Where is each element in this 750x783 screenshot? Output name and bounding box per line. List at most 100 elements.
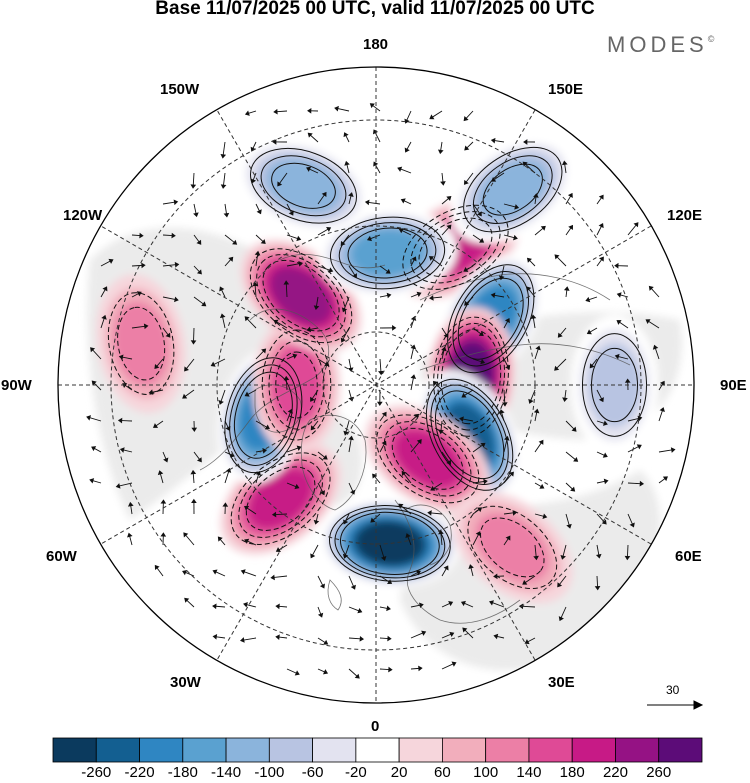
- wind-vector: [492, 602, 505, 608]
- wind-vector-head: [659, 407, 665, 413]
- contour-line: [347, 227, 428, 279]
- wind-vector-head: [629, 522, 635, 528]
- wind-vector: [255, 420, 267, 428]
- wind-vector: [220, 389, 226, 402]
- wind-vector: [92, 480, 102, 484]
- wind-vector-head: [522, 161, 528, 167]
- wind-vector: [627, 513, 633, 525]
- wind-vector: [131, 234, 140, 237]
- wind-vector-head: [438, 429, 444, 435]
- wind-vector-head: [190, 340, 197, 345]
- wind-vector: [244, 571, 257, 577]
- wind-vector: [223, 172, 226, 186]
- colorbar-segment: [658, 737, 703, 763]
- anomaly-level: [478, 159, 548, 220]
- wind-vector-head: [397, 166, 403, 172]
- wind-vector-head: [398, 503, 404, 509]
- wind-vector: [522, 605, 536, 608]
- contour-line: [391, 427, 464, 490]
- wind-vector: [317, 451, 325, 458]
- wind-vector: [185, 572, 195, 577]
- wind-vector-head: [528, 398, 534, 404]
- wind-vector: [343, 296, 350, 309]
- wind-vector-head: [296, 235, 302, 242]
- wind-vector-head: [429, 114, 435, 120]
- wind-vector-head: [141, 262, 146, 269]
- wind-vector-head: [334, 105, 339, 112]
- wind-vector: [441, 198, 449, 205]
- wind-vector: [534, 544, 537, 557]
- wind-vector: [466, 265, 474, 271]
- wind-vector-head: [342, 553, 349, 559]
- wind-vector-head: [171, 232, 176, 239]
- colorbar-tick-label: -20: [345, 764, 367, 781]
- colorbar-segment: [182, 737, 227, 763]
- wind-vector-head: [347, 367, 354, 373]
- wind-vector-head: [317, 612, 324, 618]
- wind-vector-head: [567, 192, 573, 199]
- wind-vector: [503, 358, 509, 367]
- wind-vector: [591, 358, 598, 366]
- colorbar-tick-label: 220: [602, 764, 628, 781]
- wind-vector: [185, 534, 195, 546]
- colorbar-segment: [268, 737, 314, 763]
- wind-vector-head: [540, 225, 546, 231]
- wind-vector: [368, 201, 381, 205]
- anomaly-scandinavia-negative: [320, 499, 460, 588]
- wind-vector-head: [385, 268, 391, 274]
- contour-line: [334, 508, 446, 579]
- wind-vector: [534, 412, 538, 422]
- wind-vector: [346, 164, 350, 174]
- colorbar-tick-label: -140: [211, 764, 242, 781]
- wind-vector: [286, 412, 291, 422]
- wind-vector-head: [504, 435, 510, 441]
- wind-vector-head: [522, 579, 528, 585]
- wind-vector: [224, 259, 232, 267]
- wind-vector: [309, 168, 319, 174]
- wind-vector: [255, 350, 264, 360]
- wind-vector-head: [440, 181, 446, 186]
- wind-vector: [317, 668, 325, 673]
- wind-vector: [596, 480, 605, 484]
- wind-vector-head: [468, 564, 474, 569]
- wind-vector: [130, 505, 133, 515]
- wind-vector: [224, 234, 235, 243]
- wind-vector: [565, 513, 570, 526]
- wind-vector: [534, 482, 542, 487]
- wind-vector: [654, 348, 660, 360]
- contour-line: [339, 511, 440, 575]
- wind-vector: [565, 289, 568, 298]
- wind-vector: [274, 575, 288, 578]
- wind-vector: [192, 473, 195, 484]
- wind-vector: [410, 441, 420, 453]
- wind-vector-head: [414, 413, 420, 419]
- colorbar-tick-label: 60: [434, 764, 451, 781]
- wind-vector: [224, 420, 229, 428]
- wind-vector: [503, 321, 509, 329]
- wind-vector-head: [483, 478, 488, 485]
- wind-vector: [410, 604, 421, 608]
- wind-vector: [131, 325, 145, 329]
- wind-vector: [275, 513, 288, 516]
- wind-vector: [503, 234, 515, 239]
- contour-line: [328, 505, 451, 582]
- wind-vector: [410, 319, 415, 329]
- wind-vector-head: [196, 239, 202, 245]
- wind-vector: [345, 420, 350, 433]
- wind-vector-head: [462, 627, 468, 633]
- wind-vector: [534, 513, 544, 517]
- wind-vector: [564, 164, 567, 174]
- wind-vector: [254, 285, 257, 298]
- wind-vector-head: [196, 457, 202, 463]
- wind-vector-head: [244, 505, 250, 511]
- wind-vector-head: [513, 234, 518, 241]
- wind-vector-head: [292, 353, 298, 359]
- wind-vector-head: [326, 227, 332, 232]
- wind-vector: [464, 629, 474, 639]
- wind-vector: [627, 544, 629, 557]
- wind-vector-head: [441, 346, 447, 352]
- wind-vector: [247, 540, 257, 546]
- wind-vector: [279, 605, 288, 608]
- wind-vector-head: [352, 273, 357, 279]
- wind-vector-head: [163, 457, 169, 463]
